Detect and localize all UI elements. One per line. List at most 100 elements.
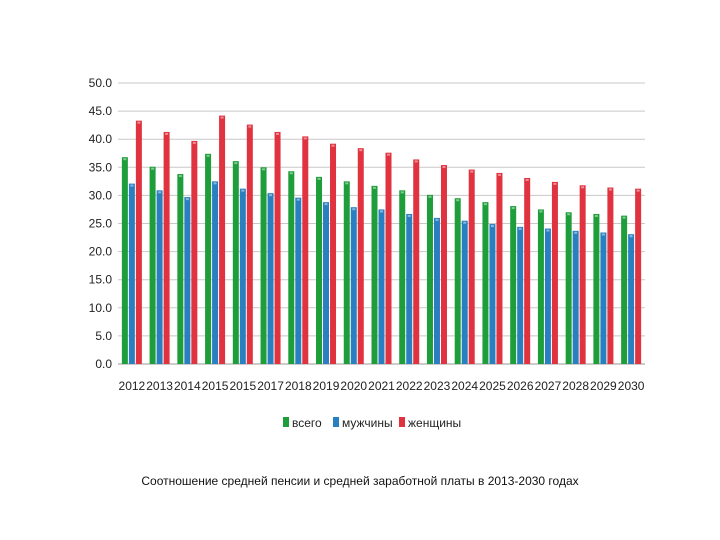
bar-мужчины-2017 (267, 193, 274, 364)
bar-highlight (192, 141, 196, 144)
bar-highlight (296, 198, 300, 201)
bar-highlight (206, 154, 210, 157)
y-tick-label: 10.0 (89, 301, 113, 315)
bar-женщины-2021 (385, 152, 392, 364)
bar-всего-2030 (621, 215, 628, 364)
bar-всего-2012 (121, 157, 128, 364)
bar-highlight (456, 199, 460, 202)
bar-мужчины-2026 (517, 226, 524, 364)
y-tick-label: 50.0 (89, 76, 113, 90)
x-tick-label: 2015 (229, 379, 256, 393)
bar-мужчины-2015 (239, 188, 246, 364)
bar-всего-2015 (205, 153, 212, 364)
bar-highlight (511, 207, 515, 210)
bar-highlight (407, 214, 411, 217)
y-tick-label: 5.0 (95, 329, 112, 343)
bar-женщины-2013 (163, 131, 170, 364)
bar-highlight (137, 121, 141, 124)
bars (121, 115, 642, 365)
bar-мужчины-2021 (378, 209, 385, 364)
legend: всего мужчины женщины (283, 416, 461, 430)
x-axis-ticks: 2012 2013 2014 2015 2015 2017 2018 2019 2020 2021… (119, 379, 645, 393)
x-tick-label: 2030 (618, 379, 645, 393)
bar-highlight (470, 170, 474, 173)
bar-highlight (414, 160, 418, 163)
bar-highlight (324, 203, 328, 206)
bar-всего-2015 (232, 161, 239, 364)
bar-всего-2014 (177, 174, 184, 364)
bar-highlight (463, 221, 467, 224)
bar-мужчины-2027 (544, 228, 551, 364)
bar-женщины-2025 (496, 172, 503, 364)
bar-всего-2026 (510, 206, 517, 364)
bar-highlight (331, 144, 335, 147)
y-tick-label: 40.0 (89, 132, 113, 146)
bar-всего-2013 (149, 166, 156, 364)
bar-мужчины-2030 (628, 234, 635, 364)
x-tick-label: 2026 (507, 379, 534, 393)
bar-highlight (490, 225, 494, 228)
bar-highlight (213, 182, 217, 185)
y-tick-label: 15.0 (89, 273, 113, 287)
bar-highlight (435, 218, 439, 221)
bar-highlight (546, 229, 550, 232)
x-tick-label: 2017 (257, 379, 284, 393)
legend-swatch-женщины (399, 417, 405, 427)
bar-всего-2028 (565, 212, 572, 364)
x-tick-label: 2029 (590, 379, 617, 393)
bar-highlight (553, 182, 557, 185)
bar-женщины-2019 (330, 143, 337, 364)
legend-swatch-всего (283, 417, 289, 427)
bar-highlight (442, 166, 446, 169)
bar-highlight (497, 173, 501, 176)
bar-мужчины-2013 (156, 190, 163, 364)
x-tick-label: 2020 (340, 379, 367, 393)
bar-мужчины-2029 (600, 232, 607, 364)
bar-женщины-2028 (579, 185, 586, 364)
bar-highlight (574, 231, 578, 234)
x-tick-label: 2012 (119, 379, 146, 393)
x-tick-label: 2021 (368, 379, 395, 393)
y-axis-ticks: 0.0 5.0 10.0 15.0 20.0 25.0 30.0 35.0 40.0 45.0 50… (89, 76, 113, 371)
bar-мужчины-2018 (295, 197, 302, 364)
legend-label-всего: всего (292, 416, 322, 430)
bar-highlight (622, 216, 626, 219)
bar-highlight (373, 186, 376, 189)
bar-highlight (594, 214, 598, 217)
y-tick-label: 0.0 (95, 357, 112, 371)
bar-всего-2027 (537, 209, 544, 364)
y-tick-label: 30.0 (89, 188, 113, 202)
bar-highlight (151, 167, 155, 170)
bar-мужчины-2019 (323, 202, 330, 364)
bar-всего-2018 (288, 171, 295, 364)
bar-женщины-2023 (440, 165, 447, 364)
x-tick-label: 2022 (396, 379, 423, 393)
bar-мужчины-2023 (433, 217, 440, 364)
legend-swatch-мужчины (333, 417, 339, 427)
bar-highlight (123, 158, 127, 161)
bar-highlight (220, 116, 224, 119)
x-tick-label: 2014 (174, 379, 201, 393)
bar-женщины-2024 (468, 169, 475, 364)
bar-мужчины-2015 (212, 181, 219, 364)
bar-highlight (178, 175, 182, 178)
bar-женщины-2012 (135, 120, 142, 365)
y-tick-label: 20.0 (89, 245, 113, 259)
bar-всего-2024 (454, 198, 461, 364)
bar-highlight (567, 213, 571, 216)
x-tick-label: 2019 (313, 379, 340, 393)
bar-highlight (234, 162, 238, 165)
bar-highlight (629, 235, 633, 238)
bar-highlight (158, 191, 162, 194)
bar-всего-2017 (260, 167, 267, 364)
chart-caption: Соотношение средней пенсии и средней зар… (141, 474, 579, 488)
bar-highlight (130, 184, 134, 187)
x-tick-label: 2015 (202, 379, 229, 393)
bar-highlight (352, 208, 356, 211)
bar-highlight (262, 168, 266, 171)
x-tick-label: 2024 (451, 379, 478, 393)
bar-женщины-2015 (219, 115, 226, 364)
bar-highlight (518, 227, 522, 230)
bar-женщины-2017 (274, 131, 281, 364)
x-tick-label: 2028 (562, 379, 589, 393)
